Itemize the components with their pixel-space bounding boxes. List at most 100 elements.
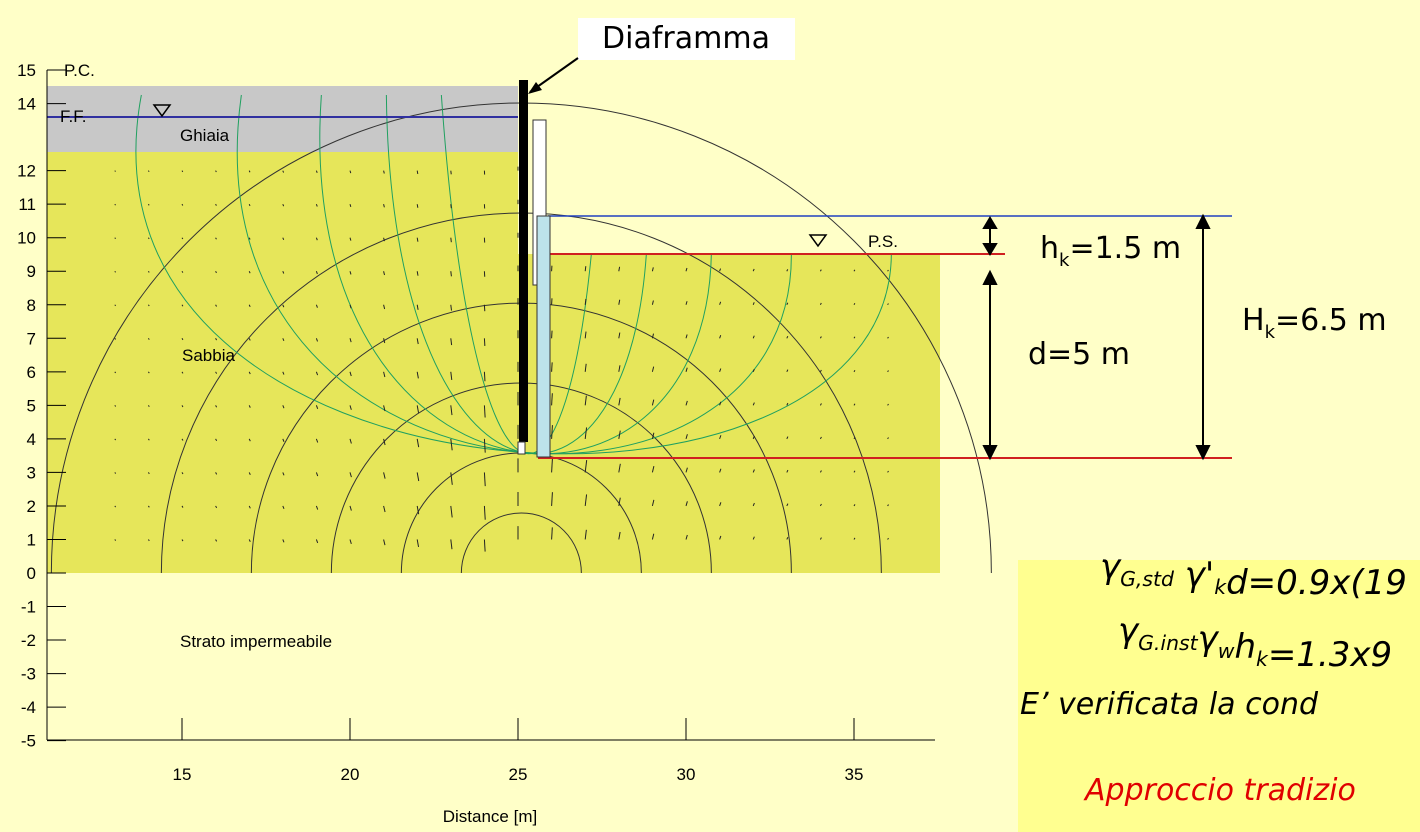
diagram: Diaframma 15141211109876543210-1-2-3-4-5… xyxy=(0,0,1420,832)
velocity-vector xyxy=(115,372,116,373)
wall-tip xyxy=(518,442,525,454)
text-part: =1.3x9 xyxy=(1268,635,1392,675)
soil-label: Ghiaia xyxy=(180,126,230,145)
text-part: γ' xyxy=(1174,555,1214,595)
y-tick-label: 3 xyxy=(27,463,36,482)
velocity-vector xyxy=(451,238,452,242)
text-part: γ xyxy=(1100,547,1122,587)
velocity-vector xyxy=(888,270,889,271)
text-part: =6.5 m xyxy=(1275,303,1387,338)
rich-text: E’ verificata la cond xyxy=(1020,687,1319,722)
soil-label: P.C. xyxy=(64,61,95,80)
subscript: w xyxy=(1218,639,1235,663)
y-tick-label: -5 xyxy=(21,732,36,751)
velocity-vector xyxy=(216,171,217,172)
velocity-vector xyxy=(585,266,586,271)
y-tick-label: 2 xyxy=(27,497,36,516)
soil-label: F.F. xyxy=(60,107,86,126)
gravel-layer xyxy=(47,86,518,152)
text-part: Approccio tradizio xyxy=(1083,773,1356,808)
x-tick-label: 15 xyxy=(173,765,192,784)
subscript: k xyxy=(1265,322,1276,343)
soil-label: Strato impermeabile xyxy=(180,632,332,651)
velocity-vector xyxy=(182,238,183,239)
water-symbol xyxy=(810,235,826,246)
velocity-vector xyxy=(585,299,586,305)
page: Diaframma 15141211109876543210-1-2-3-4-5… xyxy=(0,0,1420,832)
y-tick-label: -4 xyxy=(21,698,36,717)
velocity-vector xyxy=(115,171,116,172)
velocity-vector xyxy=(148,171,149,172)
y-tick-label: -3 xyxy=(21,665,36,684)
sand-right xyxy=(548,254,940,573)
velocity-vector xyxy=(115,539,116,540)
velocity-vector xyxy=(384,171,385,174)
velocity-vector xyxy=(148,204,149,205)
velocity-vector xyxy=(182,204,183,205)
velocity-vector xyxy=(115,238,116,239)
velocity-vector xyxy=(552,362,553,371)
velocity-vector xyxy=(417,171,418,174)
velocity-vector xyxy=(417,204,418,208)
y-tick-label: 5 xyxy=(27,396,36,415)
callout: Diaframma xyxy=(602,21,770,56)
velocity-vector xyxy=(182,171,183,172)
velocity-vector xyxy=(115,439,116,440)
text-part: h xyxy=(1234,627,1256,667)
y-tick-label: -2 xyxy=(21,631,36,650)
velocity-vector xyxy=(115,472,116,473)
text-part: =1.5 m xyxy=(1069,231,1181,266)
velocity-vector xyxy=(249,171,250,173)
velocity-vector xyxy=(148,305,149,306)
velocity-vector xyxy=(115,506,116,507)
y-tick-label: 11 xyxy=(18,195,36,214)
y-tick-label: 14 xyxy=(17,95,36,114)
velocity-vector xyxy=(417,238,418,242)
text-part: d=0.9x(19 xyxy=(1226,563,1407,603)
velocity-vector xyxy=(451,305,452,311)
wall-panel xyxy=(537,216,550,457)
text-part: γ xyxy=(1118,611,1140,651)
y-tick-label: 8 xyxy=(27,296,36,315)
y-tick-label: -1 xyxy=(21,598,36,617)
y-tick-label: 0 xyxy=(27,564,36,583)
y-tick-label: 10 xyxy=(17,229,36,248)
dimension-label: Hk=6.5 m xyxy=(1242,303,1387,343)
velocity-vector xyxy=(888,303,889,304)
rich-text: Approccio tradizio xyxy=(1083,773,1356,808)
y-tick-label: 1 xyxy=(27,530,36,549)
subscript: G.inst xyxy=(1138,631,1198,655)
soil-label: P.S. xyxy=(868,232,898,251)
velocity-vector xyxy=(115,204,116,205)
velocity-vector xyxy=(484,372,485,381)
velocity-vector xyxy=(148,271,149,272)
text-part: h xyxy=(1040,231,1059,266)
x-axis-label: Distance [m] xyxy=(443,807,537,826)
velocity-vector xyxy=(115,271,116,272)
diaphragm-wall xyxy=(519,80,528,442)
sand-left xyxy=(47,152,518,573)
velocity-vector xyxy=(115,405,116,406)
y-tick-label: 6 xyxy=(27,363,36,382)
x-tick-label: 20 xyxy=(341,765,360,784)
text-part: H xyxy=(1242,303,1265,338)
y-tick-label: 4 xyxy=(27,430,36,449)
text-part: γ xyxy=(1198,619,1220,659)
dimension-label: hk=1.5 m xyxy=(1040,231,1181,271)
y-tick-label: 15 xyxy=(17,61,36,80)
subscript: G,std xyxy=(1120,567,1175,591)
soil-label: Sabbia xyxy=(182,346,235,365)
dimension-label: d=5 m xyxy=(1028,337,1130,372)
velocity-vector xyxy=(115,338,116,339)
velocity-vector xyxy=(148,238,149,239)
subscript: k xyxy=(1059,250,1070,271)
velocity-vector xyxy=(451,271,452,276)
y-tick-label: 7 xyxy=(27,329,36,348)
velocity-vector xyxy=(115,305,116,306)
text-part: E’ verificata la cond xyxy=(1020,687,1319,722)
x-tick-label: 30 xyxy=(677,765,696,784)
x-tick-label: 25 xyxy=(509,765,528,784)
y-tick-label: 9 xyxy=(27,262,36,281)
velocity-vector xyxy=(216,204,217,205)
x-tick-label: 35 xyxy=(845,765,864,784)
